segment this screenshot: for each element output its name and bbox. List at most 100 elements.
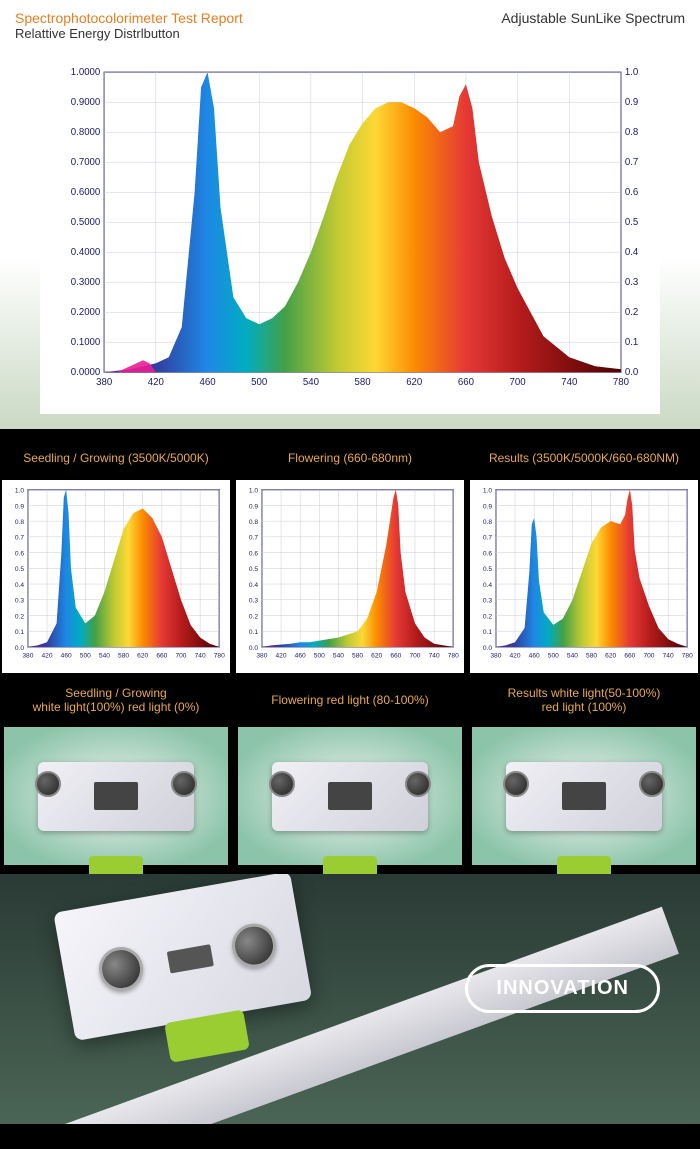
svg-text:660: 660 bbox=[156, 652, 167, 659]
svg-text:0.0: 0.0 bbox=[249, 645, 259, 652]
svg-text:460: 460 bbox=[529, 652, 540, 659]
svg-text:0.7: 0.7 bbox=[483, 535, 493, 542]
svg-text:0.5000: 0.5000 bbox=[71, 217, 101, 228]
svg-text:0.4: 0.4 bbox=[625, 247, 639, 258]
mini-spectrum-chart: 3804204605005405806206607007407800.00.10… bbox=[240, 484, 460, 664]
svg-text:1.0: 1.0 bbox=[15, 488, 25, 495]
svg-text:0.7: 0.7 bbox=[249, 535, 259, 542]
svg-text:660: 660 bbox=[624, 652, 635, 659]
svg-text:0.9: 0.9 bbox=[15, 503, 25, 510]
svg-text:0.8: 0.8 bbox=[249, 519, 259, 526]
svg-text:0.9000: 0.9000 bbox=[71, 97, 101, 108]
svg-text:460: 460 bbox=[61, 652, 72, 659]
main-chart-container: 3804204605005405806206607007407800.00000… bbox=[40, 49, 660, 414]
svg-text:0.5: 0.5 bbox=[625, 217, 638, 228]
svg-text:0.2: 0.2 bbox=[483, 613, 493, 620]
svg-text:0.5: 0.5 bbox=[15, 566, 25, 573]
svg-text:0.3000: 0.3000 bbox=[71, 277, 101, 288]
mini-title: Flowering (660-680nm) bbox=[236, 434, 464, 480]
rj45-port bbox=[562, 782, 607, 810]
hero-device-illustration bbox=[0, 874, 379, 1124]
svg-text:0.4000: 0.4000 bbox=[71, 247, 101, 258]
svg-text:0.1000: 0.1000 bbox=[71, 337, 101, 348]
knob-right bbox=[405, 771, 431, 797]
svg-text:580: 580 bbox=[352, 652, 363, 659]
svg-text:0.2: 0.2 bbox=[625, 307, 638, 318]
svg-text:0.3: 0.3 bbox=[15, 598, 25, 605]
svg-text:0.4: 0.4 bbox=[249, 582, 259, 589]
svg-text:0.8: 0.8 bbox=[15, 519, 25, 526]
svg-text:420: 420 bbox=[148, 377, 164, 388]
svg-text:0.8000: 0.8000 bbox=[71, 127, 101, 138]
svg-text:0.3: 0.3 bbox=[483, 598, 493, 605]
svg-text:1.0: 1.0 bbox=[483, 488, 493, 495]
svg-text:700: 700 bbox=[510, 377, 526, 388]
spectrum-modes-panel: Seedling / Growing (3500K/5000K) 380 420 46… bbox=[0, 429, 700, 874]
svg-text:0.5: 0.5 bbox=[483, 566, 493, 573]
svg-text:700: 700 bbox=[175, 652, 186, 659]
svg-text:0.8: 0.8 bbox=[483, 519, 493, 526]
svg-text:380: 380 bbox=[490, 652, 501, 659]
svg-text:540: 540 bbox=[333, 652, 344, 659]
device-photo bbox=[472, 727, 696, 865]
svg-text:0.0000: 0.0000 bbox=[71, 367, 101, 378]
innovation-text: INNOVATION bbox=[496, 977, 629, 999]
svg-text:0.0: 0.0 bbox=[483, 645, 493, 652]
innovation-hero-panel: INNOVATION bbox=[0, 874, 700, 1124]
mini-spectrum-chart: 3804204605005405806206607007407800.00.10… bbox=[6, 484, 226, 664]
svg-text:500: 500 bbox=[251, 377, 267, 388]
svg-text:0.6: 0.6 bbox=[483, 550, 493, 557]
svg-text:380: 380 bbox=[256, 652, 267, 659]
svg-text:620: 620 bbox=[605, 652, 616, 659]
svg-text:740: 740 bbox=[663, 652, 674, 659]
svg-text:0.3: 0.3 bbox=[249, 598, 259, 605]
report-subtitle: Relattive Energy Distrlbutton bbox=[15, 26, 243, 41]
svg-text:0.1: 0.1 bbox=[483, 629, 493, 636]
svg-text:0.2: 0.2 bbox=[249, 613, 259, 620]
svg-text:740: 740 bbox=[561, 377, 577, 388]
svg-text:660: 660 bbox=[390, 652, 401, 659]
svg-text:780: 780 bbox=[214, 652, 225, 659]
svg-text:580: 580 bbox=[586, 652, 597, 659]
svg-text:1.0000: 1.0000 bbox=[71, 67, 101, 78]
svg-text:0.3: 0.3 bbox=[625, 277, 638, 288]
svg-text:420: 420 bbox=[510, 652, 521, 659]
device-photo bbox=[238, 727, 462, 865]
main-spectrum-chart: 3804204605005405806206607007407800.00000… bbox=[50, 59, 650, 399]
svg-text:0.7: 0.7 bbox=[15, 535, 25, 542]
svg-text:0.4: 0.4 bbox=[15, 582, 25, 589]
svg-text:0.2000: 0.2000 bbox=[71, 307, 101, 318]
svg-text:580: 580 bbox=[355, 377, 371, 388]
svg-text:460: 460 bbox=[199, 377, 215, 388]
svg-text:1.0: 1.0 bbox=[625, 67, 638, 78]
svg-text:540: 540 bbox=[99, 652, 110, 659]
knob-right bbox=[639, 771, 665, 797]
mini-col-0: Seedling / Growing (3500K/5000K)38042046… bbox=[2, 434, 230, 869]
report-title: Spectrophotocolorimeter Test Report bbox=[15, 10, 243, 26]
mini-col-2: Results (3500K/5000K/660-680NM)380420460… bbox=[470, 434, 698, 869]
device-photo bbox=[4, 727, 228, 865]
svg-text:740: 740 bbox=[429, 652, 440, 659]
mini-spectrum-chart: 3804204605005405806206607007407800.00.10… bbox=[474, 484, 694, 664]
svg-text:540: 540 bbox=[303, 377, 319, 388]
svg-text:780: 780 bbox=[448, 652, 459, 659]
svg-text:740: 740 bbox=[195, 652, 206, 659]
svg-text:500: 500 bbox=[548, 652, 559, 659]
svg-text:0.6: 0.6 bbox=[249, 550, 259, 557]
svg-text:620: 620 bbox=[371, 652, 382, 659]
mini-title: Seedling / Growing (3500K/5000K) bbox=[2, 434, 230, 480]
svg-text:540: 540 bbox=[567, 652, 578, 659]
svg-text:380: 380 bbox=[22, 652, 33, 659]
rj45-port bbox=[94, 782, 139, 810]
top-title-row: Spectrophotocolorimeter Test Report Rela… bbox=[15, 10, 685, 41]
svg-text:0.9: 0.9 bbox=[625, 97, 638, 108]
svg-text:0.0: 0.0 bbox=[15, 645, 25, 652]
svg-text:620: 620 bbox=[406, 377, 422, 388]
mini-chart-wrap: 3804204605005405806206607007407800.00.10… bbox=[2, 480, 230, 673]
svg-text:0.6: 0.6 bbox=[15, 550, 25, 557]
mini-chart-wrap: 3804204605005405806206607007407800.00.10… bbox=[236, 480, 464, 673]
svg-text:620: 620 bbox=[137, 652, 148, 659]
svg-text:460: 460 bbox=[295, 652, 306, 659]
svg-text:0.1: 0.1 bbox=[625, 337, 638, 348]
adjustable-spectrum-label: Adjustable SunLike Spectrum bbox=[501, 10, 685, 26]
